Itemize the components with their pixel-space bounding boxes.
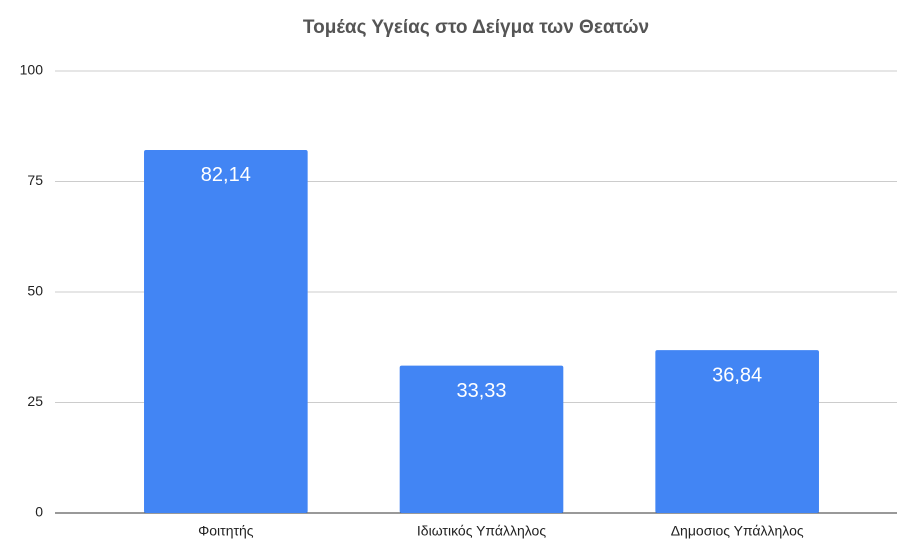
y-tick-label: 50 [27,283,43,299]
value-label: 33,33 [456,380,506,402]
x-tick-label: Φοιτητής [198,523,254,539]
x-tick-label: Ιδιωτικός Υπάλληλος [417,523,546,539]
bar [399,365,564,513]
x-tick-label: Δημοσιος Υπάλληλος [671,523,804,539]
bar [144,149,308,513]
y-tick-label: 100 [20,62,44,78]
y-tick-label: 0 [35,504,43,520]
chart-title: Τομέας Υγείας στο Δείγμα των Θεατών [303,17,649,38]
bar [655,350,819,513]
value-label: 82,14 [201,164,251,186]
y-tick-label: 75 [27,172,43,188]
value-label: 36,84 [712,364,762,386]
y-tick-label: 25 [27,393,43,409]
